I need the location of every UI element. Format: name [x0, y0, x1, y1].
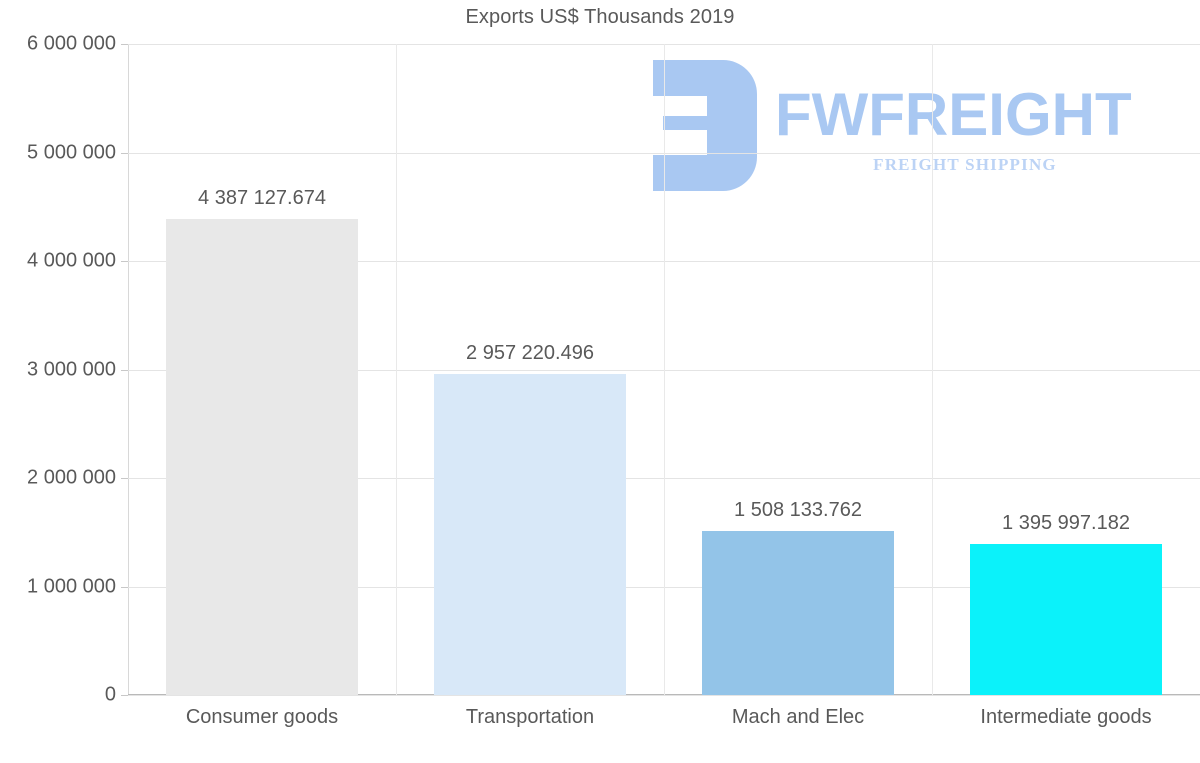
bar-value-label: 4 387 127.674 — [198, 186, 326, 209]
gridline-vertical — [932, 44, 933, 695]
y-axis-tick-label: 3 000 000 — [27, 358, 116, 380]
y-tick-mark — [121, 44, 128, 45]
bar[interactable] — [434, 374, 626, 695]
y-tick-mark — [121, 695, 128, 696]
x-axis-tick-label: Intermediate goods — [980, 706, 1152, 728]
y-axis-tick-label: 1 000 000 — [27, 575, 116, 597]
y-tick-mark — [121, 261, 128, 262]
gridline-vertical — [396, 44, 397, 695]
bar[interactable] — [702, 531, 894, 695]
bar-value-label: 2 957 220.496 — [466, 342, 594, 365]
x-axis-tick-label: Consumer goods — [185, 706, 339, 728]
bar-value-label: 1 508 133.762 — [734, 499, 862, 522]
plot-area: 4 387 127.674 2 957 220.496 1 508 133.762 1… — [121, 44, 1200, 696]
y-tick-mark — [121, 586, 128, 588]
chart-title: Exports US$ Thousands 2019 — [465, 6, 735, 28]
gridline-horizontal — [128, 695, 1200, 696]
bar[interactable] — [970, 543, 1162, 695]
bar[interactable] — [166, 219, 358, 695]
y-axis-tick-label: 0 — [104, 683, 116, 706]
gridline-vertical — [664, 44, 665, 695]
y-axis-tick-label: 2 000 000 — [27, 466, 116, 489]
y-tick-mark — [121, 152, 128, 154]
y-tick-mark — [121, 369, 128, 371]
y-tick-mark — [121, 478, 128, 479]
y-axis-tick-label: 4 000 000 — [27, 249, 116, 272]
bar-value-label: 1 395 997.182 — [1002, 511, 1130, 534]
x-axis-tick-label: Mach and Elec — [731, 706, 865, 728]
x-axis-tick-label: Transportation — [465, 706, 595, 728]
y-axis-tick-label: 6 000 000 — [27, 32, 116, 55]
y-axis-tick-label: 5 000 000 — [27, 141, 116, 163]
